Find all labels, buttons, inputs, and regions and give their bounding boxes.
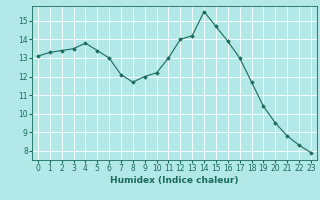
X-axis label: Humidex (Indice chaleur): Humidex (Indice chaleur): [110, 176, 239, 185]
